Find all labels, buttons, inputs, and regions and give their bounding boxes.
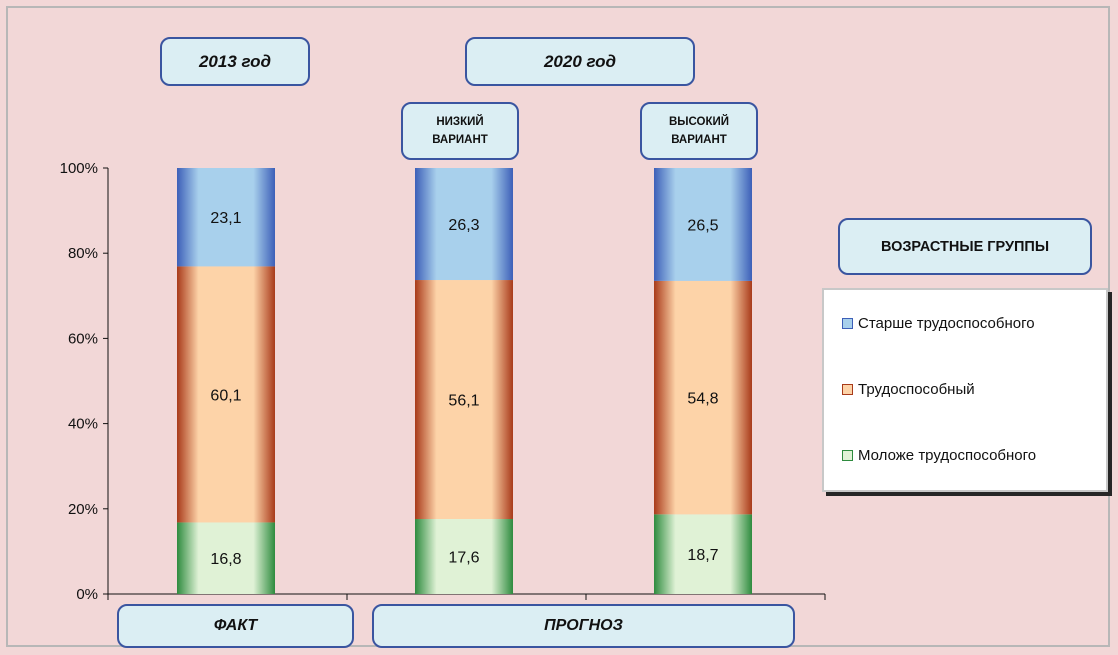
bar-segment [654,168,752,281]
label-low-variant: НИЗКИЙ ВАРИАНТ [401,102,519,160]
bar-segment [415,168,513,281]
data-label: 16,8 [210,551,241,568]
bar-segment [177,522,275,594]
legend-item-older: Старше трудоспособного [842,315,1035,332]
y-tick-label: 20% [68,501,98,518]
label-high-variant: ВЫСОКИЙ ВАРИАНТ [640,102,758,160]
y-tick-label: 60% [68,330,98,347]
bar-segment [177,266,275,523]
y-tick-label: 80% [68,245,98,262]
legend-label-younger: Моложе трудоспособного [858,447,1037,464]
legend-title: ВОЗРАСТНЫЕ ГРУППЫ [838,218,1092,275]
legend-item-younger: Моложе трудоспособного [842,447,1036,464]
label-low-variant-text: НИЗКИЙ ВАРИАНТ [432,116,488,146]
label-fact: ФАКТ [117,604,354,648]
bar-segment [654,280,752,515]
bar-segment [415,280,513,520]
label-2013: 2013 год [160,37,310,86]
data-label: 60,1 [210,387,241,404]
label-forecast: ПРОГНОЗ [372,604,795,648]
legend: Старше трудоспособного Трудоспособный Мо… [822,288,1108,492]
bar-segment [177,168,275,267]
data-label: 18,7 [687,547,718,564]
data-label: 23,1 [210,210,241,227]
data-label: 54,8 [687,391,718,408]
y-tick-label: 0% [76,586,98,603]
legend-item-working: Трудоспособный [842,381,975,398]
data-label: 56,1 [448,393,479,410]
bar-segment [415,519,513,594]
data-label: 17,6 [448,550,479,567]
legend-label-older: Старше трудоспособного [858,315,1035,332]
legend-swatch-working [842,384,853,395]
label-high-variant-text: ВЫСОКИЙ ВАРИАНТ [668,116,730,146]
legend-swatch-younger [842,450,853,461]
y-tick-label: 100% [60,160,98,177]
data-label: 26,3 [448,217,479,234]
label-2020: 2020 год [465,37,695,86]
legend-label-working: Трудоспособный [858,381,975,398]
data-label: 26,5 [687,217,718,234]
y-tick-label: 40% [68,416,98,433]
bar-segment [654,514,752,594]
legend-swatch-older [842,318,853,329]
